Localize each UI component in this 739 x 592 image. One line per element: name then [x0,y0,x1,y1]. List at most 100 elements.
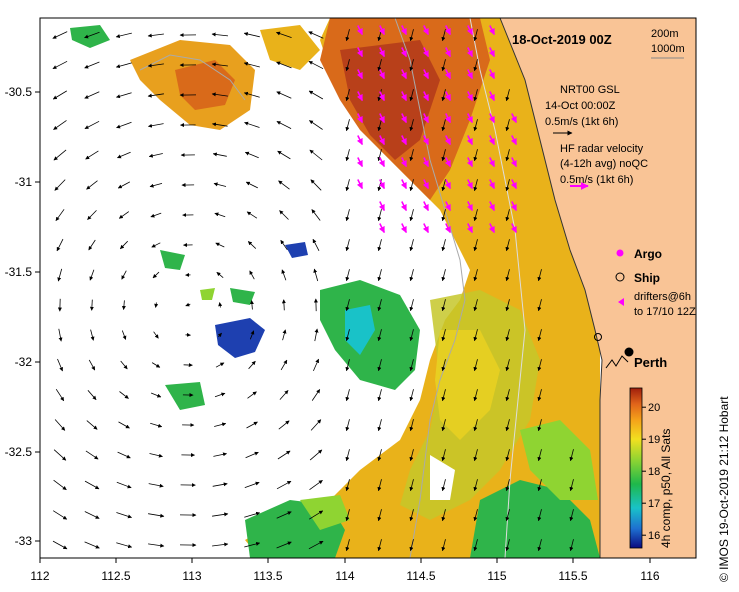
radar-arrow [422,201,430,212]
current-arrow [52,31,68,39]
current-arrow [86,180,98,190]
radar-arrow [488,157,496,168]
current-arrow [116,481,132,489]
bathymetry-contours [139,17,526,559]
current-arrow [441,59,446,72]
current-arrow [409,269,414,282]
current-arrow [212,482,228,487]
radar-arrow [378,25,386,36]
current-arrow [147,63,164,68]
current-arrow [505,449,510,462]
current-arrow [119,391,129,399]
current-arrow [473,509,478,522]
y-tick-label: -33 [15,534,33,548]
current-arrow [213,452,227,457]
current-vectors [52,29,574,552]
current-arrow [409,119,414,132]
current-arrow [213,182,227,187]
current-arrow [345,119,350,132]
current-arrow [52,510,68,520]
current-arrow [377,299,382,312]
current-arrow [505,509,510,522]
radar-arrow [422,113,430,124]
current-arrow [505,239,510,252]
radar-legend-line1: HF radar velocity [560,143,644,155]
current-arrow [505,269,510,282]
current-arrow [244,121,260,128]
current-arrow [313,358,319,372]
radar-arrow [488,91,496,102]
current-arrow [276,121,292,129]
current-arrow [118,421,130,429]
radar-arrow [466,113,474,124]
radar-arrow [356,113,364,124]
current-arrow [218,302,223,308]
current-arrow [87,390,97,401]
current-arrow [116,92,132,99]
radar-arrow [400,25,408,36]
radar-arrow [422,47,430,58]
current-arrow [537,509,542,522]
current-arrow [121,330,127,340]
credit-text: © IMOS 19-Oct-2019 21:12 Hobart [717,396,731,582]
current-arrow [211,32,229,37]
current-arrow [537,329,542,342]
radar-arrow [422,179,430,190]
current-arrow [308,60,324,70]
radar-arrow [488,223,496,234]
colorbar-caption: 4h comp, p50, All Sats [659,429,673,548]
y-tick-label: -31 [15,175,33,189]
radar-arrow [466,135,474,146]
radar-arrow [444,69,452,80]
radar-arrow [400,47,408,58]
current-arrow [505,299,510,312]
radar-arrow [444,201,452,212]
current-arrow [537,359,542,372]
current-arrow [87,210,97,220]
current-arrow [147,33,164,38]
x-tick-label: 113 [182,569,201,583]
current-arrow [309,120,323,130]
radar-arrow [378,47,386,58]
current-arrow [409,299,414,312]
current-arrow [537,419,542,432]
perth-marker-icon [624,347,634,357]
current-arrow [345,359,350,372]
current-arrow [249,330,255,340]
y-tick-label: -30.5 [5,85,33,99]
current-arrow [154,302,159,308]
current-arrow [212,512,229,517]
current-arrow [276,61,292,69]
drifters-line2: to 17/10 12Z [634,306,696,318]
ship-marker [594,333,602,341]
current-arrow [85,150,99,160]
current-arrow [314,328,319,342]
current-arrow [248,360,256,370]
current-arrow [473,269,478,282]
current-arrow [377,269,382,282]
plot-frame [39,17,697,559]
current-arrow [245,451,259,459]
current-arrow [147,93,164,98]
coastline [499,17,603,558]
current-arrow [84,91,100,99]
radar-arrow [466,179,474,190]
current-arrow [215,362,225,368]
radar-arrow [378,135,386,146]
current-arrow [441,149,446,162]
current-arrow [247,241,257,249]
current-arrow [345,479,350,492]
current-arrow [473,449,478,462]
radar-arrow [510,113,518,124]
current-arrow [86,420,98,430]
current-arrow [345,389,350,402]
current-legend-line3: 0.5m/s (1kt 6h) [545,116,618,128]
current-arrow [121,270,127,280]
current-arrow [55,388,65,402]
current-arrow [310,419,322,431]
radar-arrow [400,157,408,168]
current-arrow [276,480,292,490]
current-arrow [215,242,225,248]
current-arrow [441,329,446,342]
radar-arrow [466,47,474,58]
